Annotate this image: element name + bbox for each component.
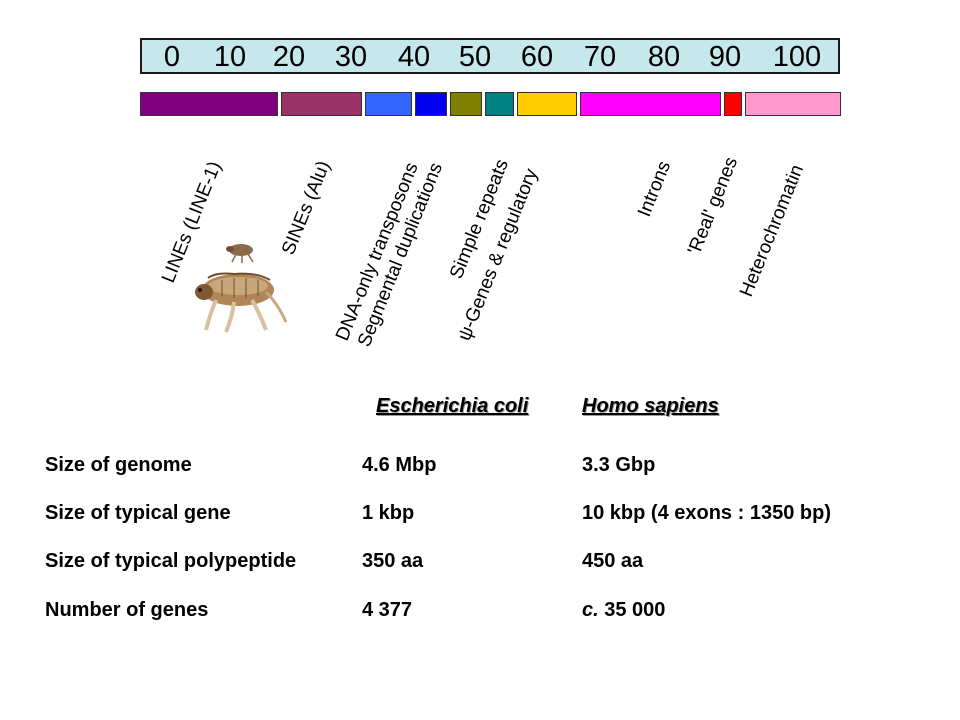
segment-sines bbox=[281, 92, 362, 116]
segment-introns bbox=[580, 92, 721, 116]
genome-composition-bar bbox=[140, 92, 844, 116]
column-header-ecoli: Escherichia coli bbox=[376, 395, 529, 417]
scale-tick: 30 bbox=[334, 41, 368, 73]
scale-tick: 80 bbox=[647, 41, 681, 73]
row-label: Size of typical polypeptide bbox=[45, 550, 297, 572]
label-real-genes: 'Real' genes bbox=[684, 154, 743, 258]
gene-count: 35 000 bbox=[598, 599, 666, 621]
human-value: 3.3 Gbp bbox=[582, 454, 656, 476]
scale-tick: 100 bbox=[772, 41, 822, 73]
segment-simple-repeats bbox=[450, 92, 482, 116]
scale-tick: 20 bbox=[272, 41, 306, 73]
scale-tick: 50 bbox=[458, 41, 492, 73]
percentage-scale-bar: 0 10 20 30 40 50 60 70 80 90 100 bbox=[140, 38, 840, 74]
scale-tick: 90 bbox=[708, 41, 742, 73]
large-flea-icon bbox=[195, 272, 288, 333]
small-flea-icon bbox=[226, 244, 254, 263]
row-label: Size of typical gene bbox=[45, 502, 231, 524]
ecoli-value: 350 aa bbox=[362, 550, 424, 572]
column-header-human: Homo sapiens bbox=[582, 395, 719, 417]
scale-tick: 0 bbox=[163, 41, 181, 73]
label-introns: Introns bbox=[634, 158, 676, 220]
human-value: 450 aa bbox=[582, 550, 644, 572]
scale-tick: 40 bbox=[397, 41, 431, 73]
ecoli-value: 4 377 bbox=[362, 599, 413, 621]
human-value: 10 kbp (4 exons : 1350 bp) bbox=[582, 502, 831, 524]
flea-illustration bbox=[195, 244, 288, 333]
segment-lines bbox=[140, 92, 278, 116]
segment-heterochromatin bbox=[745, 92, 841, 116]
scale-tick: 60 bbox=[520, 41, 554, 73]
scale-tick: 10 bbox=[213, 41, 247, 73]
segment-psi-genes bbox=[485, 92, 514, 116]
circa-prefix: c. bbox=[582, 599, 599, 621]
scale-tick: 70 bbox=[583, 41, 617, 73]
segment-dna-transposons bbox=[365, 92, 412, 116]
segment-regulatory bbox=[517, 92, 577, 116]
ecoli-value: 4.6 Mbp bbox=[362, 454, 437, 476]
label-heterochromatin: Heterochromatin bbox=[736, 161, 809, 300]
ecoli-value: 1 kbp bbox=[362, 502, 415, 524]
segment-real-genes bbox=[724, 92, 742, 116]
row-label: Number of genes bbox=[45, 599, 209, 621]
row-label: Size of genome bbox=[45, 454, 192, 476]
human-value: c. 35 000 bbox=[582, 599, 665, 622]
segment-segmental-duplications bbox=[415, 92, 447, 116]
